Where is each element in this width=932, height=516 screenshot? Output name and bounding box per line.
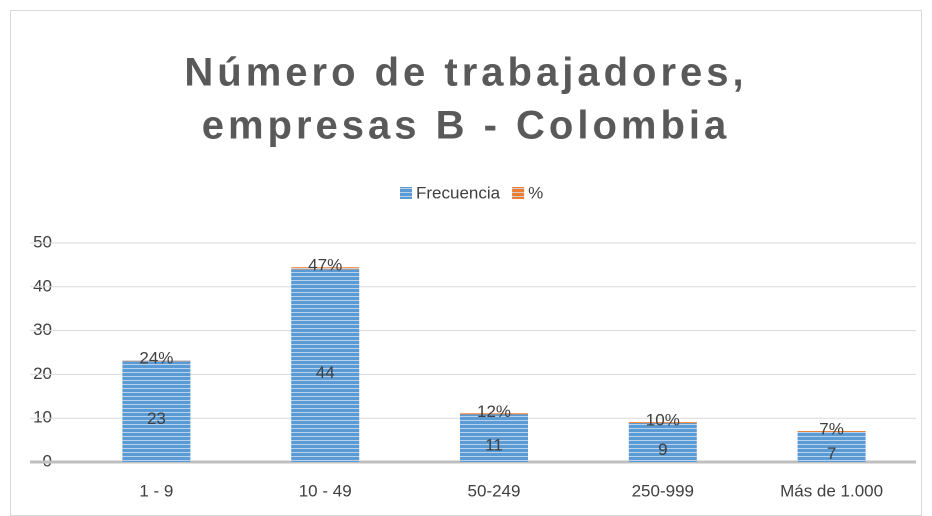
data-label: 9 <box>658 440 667 459</box>
data-label: 12% <box>477 402 511 421</box>
bar-segment <box>628 422 697 462</box>
y-tick-label: 50 <box>33 232 52 251</box>
data-label: 44 <box>316 363 335 382</box>
y-tick-label: 20 <box>33 364 52 383</box>
legend-label: Frecuencia <box>416 183 501 202</box>
x-tick-label: 250-999 <box>632 481 694 500</box>
data-label: 7 <box>827 444 836 463</box>
bar-segment <box>797 431 866 462</box>
chart-title: empresas B - Colombia <box>202 104 731 148</box>
y-tick-label: 40 <box>33 276 52 295</box>
y-tick-label: 30 <box>33 320 52 339</box>
x-tick-label: Más de 1.000 <box>780 481 883 500</box>
data-label: 23 <box>147 409 166 428</box>
x-tick-label: 10 - 49 <box>299 481 352 500</box>
data-label: 47% <box>308 256 342 275</box>
legend-label: % <box>528 183 543 202</box>
legend-swatch <box>512 187 525 199</box>
bar-segment <box>291 269 360 462</box>
legend-swatch <box>400 187 412 199</box>
bar-segment <box>628 422 697 424</box>
data-label: 7% <box>819 420 844 439</box>
bar-segment <box>291 267 360 270</box>
data-label: 24% <box>139 349 173 368</box>
data-label: 10% <box>646 411 680 430</box>
x-tick-label: 50-249 <box>468 481 521 500</box>
bar-segment <box>122 361 191 462</box>
bar-segment <box>460 413 528 462</box>
chart-title: Número de trabajadores, <box>184 51 747 95</box>
bar-segment <box>122 360 191 362</box>
data-label: 11 <box>485 435 503 454</box>
bar-segment <box>460 413 528 415</box>
bar-segment <box>797 431 866 433</box>
y-tick-label: 10 <box>33 408 52 427</box>
x-tick-label: 1 - 9 <box>139 481 173 500</box>
